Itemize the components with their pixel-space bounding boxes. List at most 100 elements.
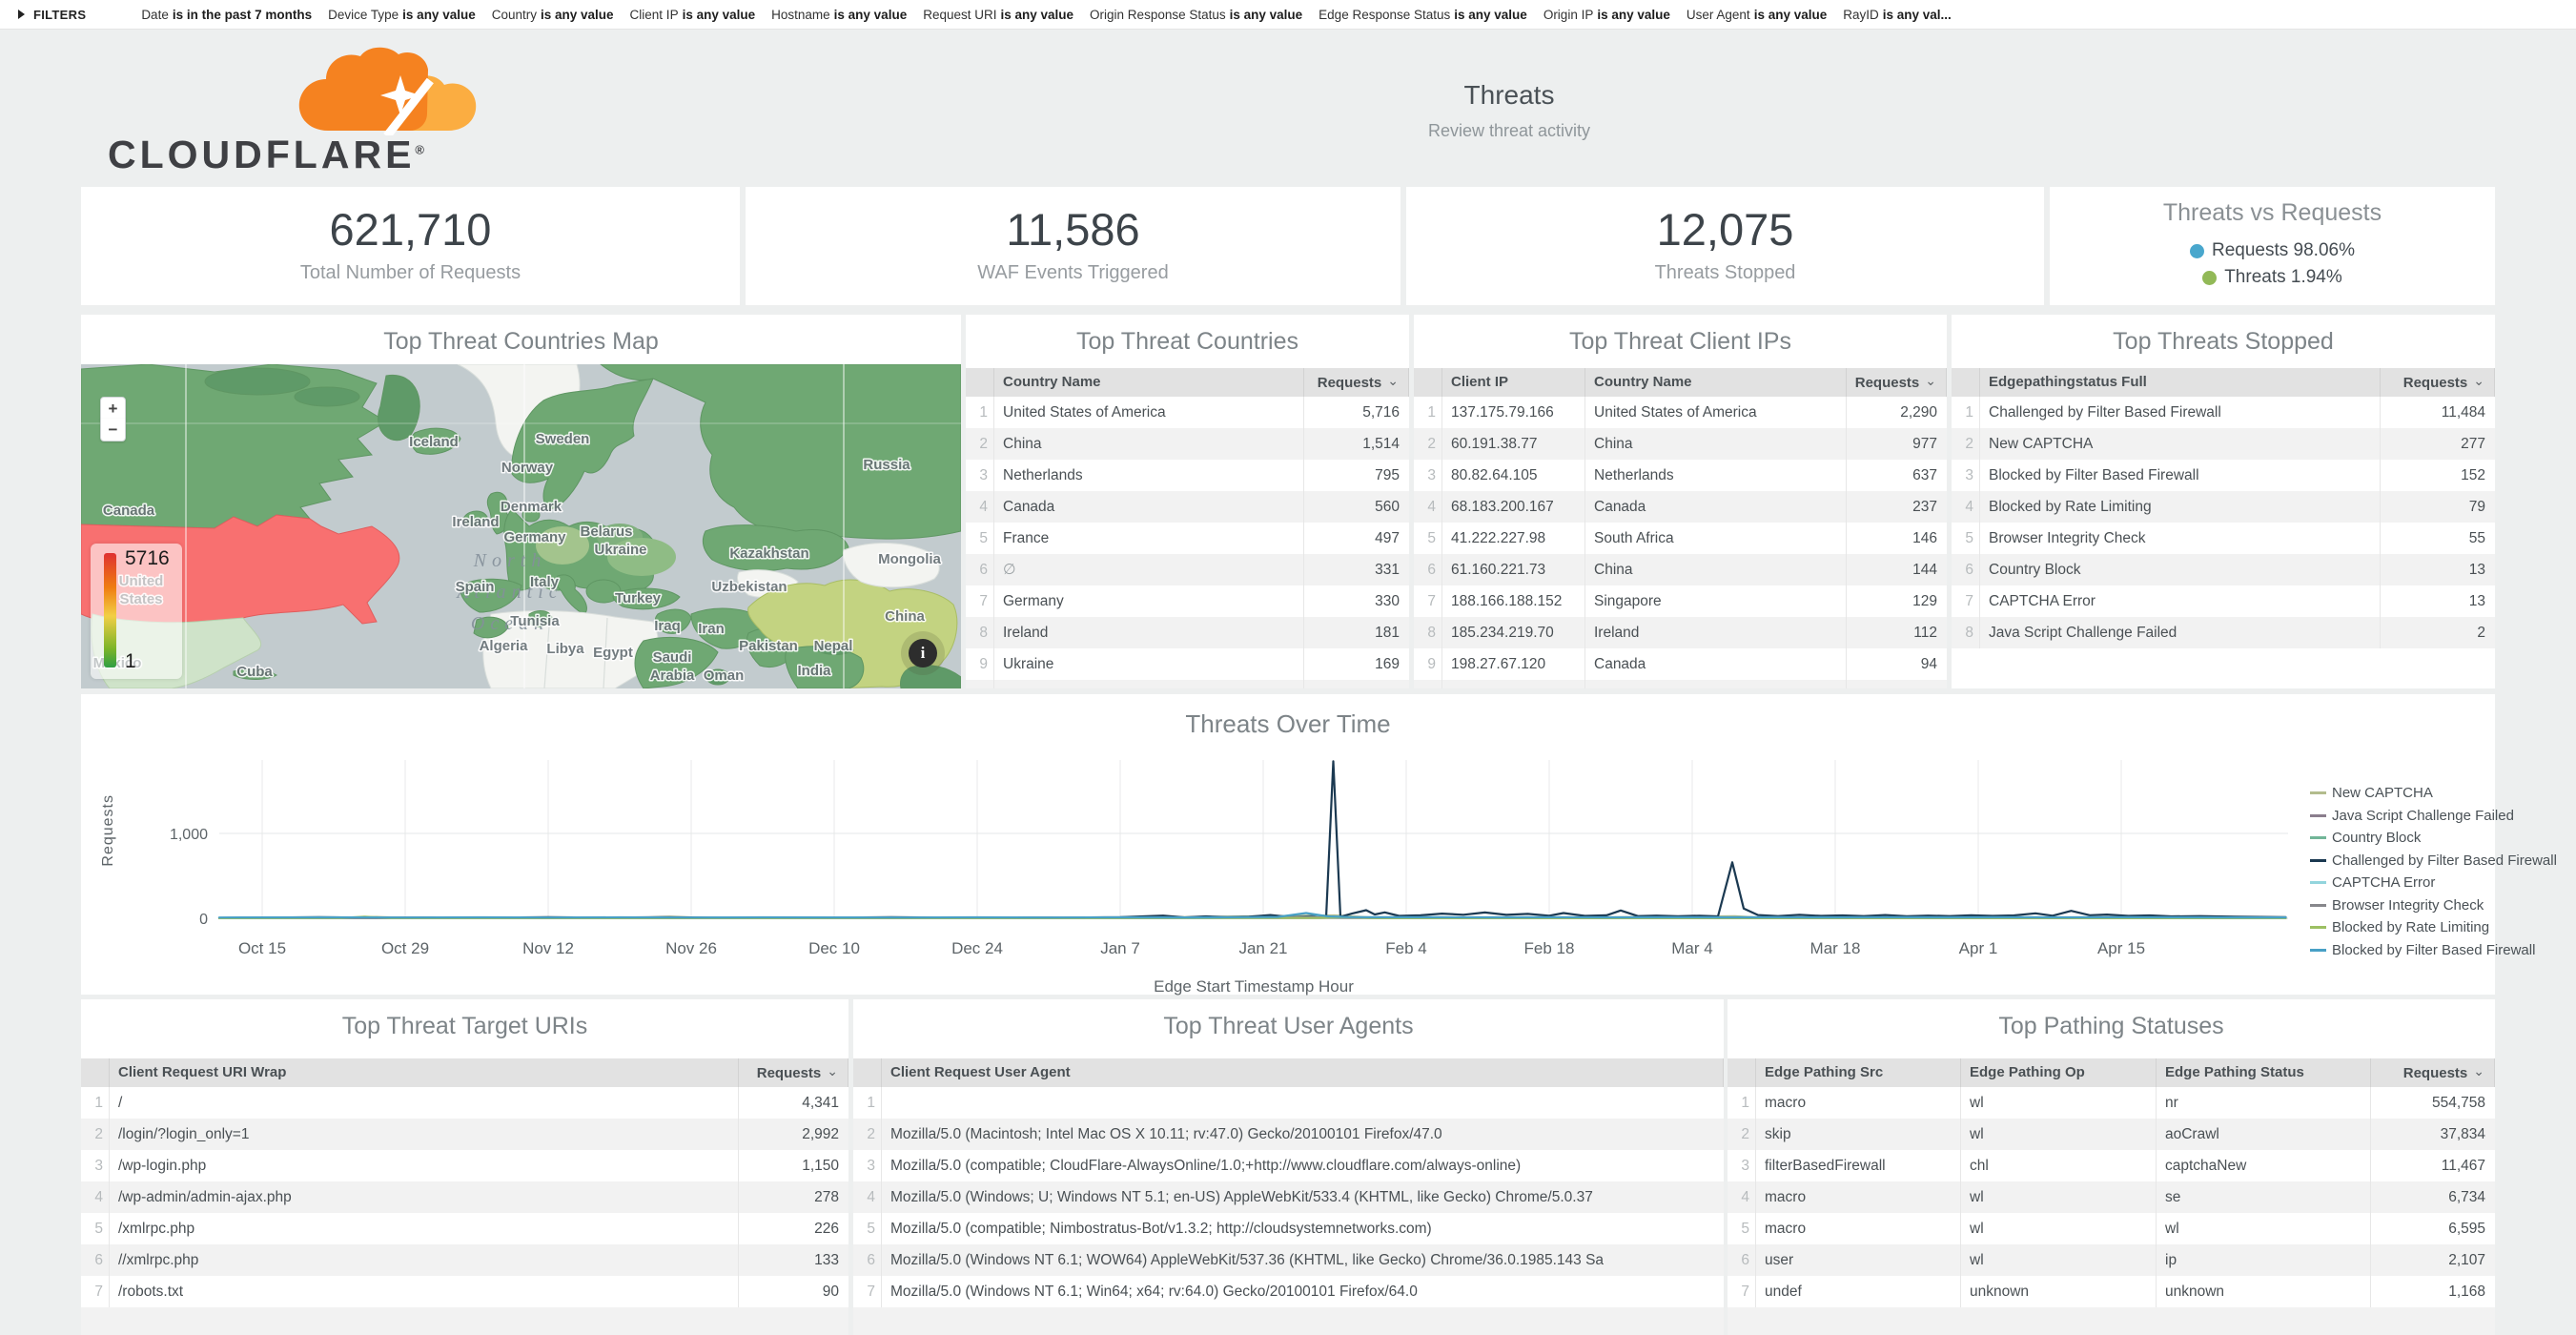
table-row[interactable]: 2 Mozilla/5.0 (Macintosh; Intel Mac OS X … [853, 1119, 1724, 1150]
cell-requests[interactable]: 79 [2468, 499, 2485, 515]
map-zoom-in-button[interactable]: + [100, 397, 126, 420]
map-country-oman[interactable] [705, 668, 730, 686]
cell-status[interactable]: Country Block [1980, 554, 2381, 585]
table-row[interactable]: 6 ∅ 331 [966, 554, 1409, 585]
cell-op[interactable]: wl [1961, 1244, 2157, 1276]
cell-src[interactable]: macro [1756, 1087, 1961, 1119]
filter-item-origin-ip[interactable]: Origin IP is any value [1544, 8, 1670, 22]
map-country-mongolia[interactable] [843, 543, 940, 588]
cell-name[interactable]: Ukraine [994, 648, 1304, 680]
cell-requests[interactable]: 146 [1912, 530, 1937, 546]
cell-op[interactable]: wl [1961, 1119, 2157, 1150]
map-info-button[interactable]: i [909, 639, 937, 668]
table-row[interactable]: 2 skip wl aoCrawl 37,834 [1728, 1119, 2495, 1150]
cell-src[interactable]: undef [1756, 1276, 1961, 1307]
table-row[interactable]: 6 user wl ip 2,107 [1728, 1244, 2495, 1276]
chart-legend-item[interactable]: Country Block [2310, 827, 2495, 850]
table-row[interactable]: 5 Mozilla/5.0 (compatible; Nimbostratus-B… [853, 1213, 1724, 1244]
cell-country[interactable]: Netherlands [1585, 460, 1847, 491]
cell-name[interactable]: United States of America [994, 397, 1304, 428]
cell-src[interactable]: macro [1756, 1181, 1961, 1213]
filter-item-user-agent[interactable]: User Agent is any value [1687, 8, 1827, 22]
table-row[interactable]: 4 Mozilla/5.0 (Windows; U; Windows NT 5.1… [853, 1181, 1724, 1213]
cell-requests[interactable]: 181 [1375, 625, 1400, 641]
cell-src[interactable]: user [1756, 1244, 1961, 1276]
cell-ip[interactable]: 61.160.221.73 [1442, 554, 1585, 585]
column-header-status[interactable]: Edgepathingstatus Full [1980, 368, 2381, 397]
table-row[interactable]: 3/wp-login.php 1,150 [81, 1150, 848, 1181]
filter-item-edge-response-status[interactable]: Edge Response Status is any value [1319, 8, 1527, 22]
threats-over-time-chart[interactable]: 0 1,000 Oct 15 Oct 29 Nov 12 Nov 26 Dec 10 Dec … [81, 694, 2495, 995]
map-country-iceland[interactable] [410, 427, 461, 455]
cell-country[interactable]: China [1585, 554, 1847, 585]
cell-ua[interactable]: Mozilla/5.0 (Macintosh; Intel Mac OS X 1… [890, 1126, 1442, 1142]
map-country-uk[interactable] [486, 491, 509, 535]
cell-requests[interactable]: 977 [1912, 436, 1937, 452]
column-header-ip[interactable]: Client IP [1442, 368, 1585, 397]
cell-src[interactable]: filterBasedFirewall [1756, 1150, 1961, 1181]
column-header-src[interactable]: Edge Pathing Src [1756, 1058, 1961, 1087]
cell-requests[interactable]: 2,992 [802, 1126, 839, 1142]
cell-requests[interactable]: 90 [822, 1284, 839, 1300]
cell-name[interactable]: France [994, 523, 1304, 554]
table-row[interactable]: 5 41.222.227.98 South Africa 146 [1414, 523, 1947, 554]
map-country-cuba[interactable] [233, 668, 277, 680]
map-country-turkey[interactable] [612, 587, 681, 610]
table-row[interactable]: 6 61.160.221.73 China 144 [1414, 554, 1947, 585]
table-row[interactable]: 2 China 1,514 [966, 428, 1409, 460]
cell-requests[interactable]: 4,341 [802, 1095, 839, 1111]
cell-status[interactable]: New CAPTCHA [1980, 428, 2381, 460]
cell-requests[interactable]: 169 [1375, 656, 1400, 672]
cell-status[interactable]: nr [2157, 1087, 2371, 1119]
filter-item-hostname[interactable]: Hostname is any value [771, 8, 907, 22]
filter-item-date[interactable]: Date is in the past 7 months [141, 8, 312, 22]
map-country-russia[interactable] [600, 364, 961, 540]
cell-uri[interactable]: //xmlrpc.php [110, 1244, 739, 1276]
chart-legend-item[interactable]: Java Script Challenge Failed [2310, 805, 2514, 828]
map-baffin-island[interactable] [378, 374, 420, 442]
cell-requests[interactable]: 5,716 [1362, 404, 1400, 421]
table-row[interactable]: 8 185.234.219.70 Ireland 112 [1414, 617, 1947, 648]
cell-status[interactable]: wl [2157, 1213, 2371, 1244]
cell-status[interactable]: captchaNew [2157, 1150, 2371, 1181]
map-country-ireland[interactable] [463, 510, 488, 526]
table-row[interactable]: 6 Country Block 13 [1952, 554, 2495, 585]
cell-ip[interactable]: 198.27.67.120 [1442, 648, 1585, 680]
table-row[interactable]: 4 68.183.200.167 Canada 237 [1414, 491, 1947, 523]
map-region-scandinavia[interactable] [511, 378, 654, 510]
cell-status[interactable]: Java Script Challenge Failed [1980, 617, 2381, 648]
cell-name[interactable]: Ireland [994, 617, 1304, 648]
cell-requests[interactable]: 129 [1912, 593, 1937, 609]
filter-item-device-type[interactable]: Device Type is any value [328, 8, 476, 22]
cell-status[interactable]: unknown [2157, 1276, 2371, 1307]
map-country-saudi-arabia[interactable] [634, 636, 719, 688]
table-row[interactable]: 7 Mozilla/5.0 (Windows NT 6.1; Win64; x64… [853, 1276, 1724, 1307]
cell-ip[interactable]: 185.234.219.70 [1442, 617, 1585, 648]
table-row[interactable]: 5 France 497 [966, 523, 1409, 554]
table-row[interactable]: 5 Browser Integrity Check 55 [1952, 523, 2495, 554]
table-row[interactable]: 3 Blocked by Filter Based Firewall 152 [1952, 460, 2495, 491]
table-row[interactable]: 3 Netherlands 795 [966, 460, 1409, 491]
column-header-requests[interactable]: Requests ⌄ [2381, 368, 2495, 397]
table-row[interactable]: 1 macro wl nr 554,758 [1728, 1087, 2495, 1119]
column-header-status[interactable]: Edge Pathing Status [2157, 1058, 2371, 1087]
cell-status[interactable]: Challenged by Filter Based Firewall [1980, 397, 2381, 428]
filters-label[interactable]: FILTERS [33, 7, 87, 22]
world-map[interactable]: NorthAtlanticOceanCanadaUnitedStatesMexi… [81, 364, 961, 688]
cell-name[interactable]: Canada [994, 491, 1304, 523]
cell-src[interactable]: macro [1756, 1213, 1961, 1244]
cell-requests[interactable]: 11,484 [2441, 404, 2485, 421]
cell-requests[interactable]: 6,595 [2448, 1221, 2485, 1237]
table-row[interactable]: 1 United States of America 5,716 [966, 397, 1409, 428]
table-row[interactable]: 1 Challenged by Filter Based Firewall 11,4… [1952, 397, 2495, 428]
table-row[interactable]: 6//xmlrpc.php 133 [81, 1244, 848, 1276]
cell-requests[interactable]: 2 [2477, 625, 2485, 641]
cell-uri[interactable]: /xmlrpc.php [110, 1213, 739, 1244]
cell-requests[interactable]: 133 [814, 1252, 839, 1268]
cell-op[interactable]: chl [1961, 1150, 2157, 1181]
cell-name[interactable]: China [994, 428, 1304, 460]
chart-legend-item[interactable]: Blocked by Rate Limiting [2310, 916, 2495, 939]
cell-ip[interactable]: 60.191.38.77 [1442, 428, 1585, 460]
map-country-germany[interactable] [536, 526, 589, 565]
map-country-kazakhstan[interactable] [702, 524, 849, 572]
